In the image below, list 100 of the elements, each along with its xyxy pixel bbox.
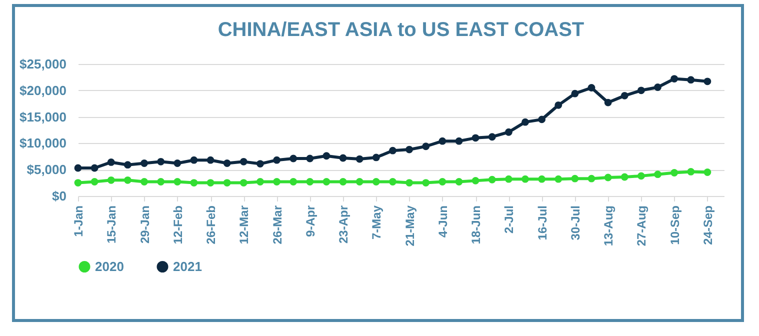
legend-label: 2021 xyxy=(173,258,202,274)
point xyxy=(406,146,413,154)
point xyxy=(488,176,496,184)
x-tick-label: 21-May xyxy=(402,205,417,246)
point xyxy=(670,75,678,82)
point xyxy=(124,176,132,184)
y-tick-label: $20,000 xyxy=(20,82,66,98)
point xyxy=(107,158,115,166)
point xyxy=(223,160,231,167)
point xyxy=(389,178,396,186)
point xyxy=(290,178,298,186)
point xyxy=(455,137,463,145)
point xyxy=(522,118,529,126)
point xyxy=(588,84,596,92)
point xyxy=(504,128,512,136)
y-tick-label: $15,000 xyxy=(20,109,66,124)
point xyxy=(356,178,364,186)
point xyxy=(538,175,546,183)
x-tick-label: 13-Aug xyxy=(602,206,616,246)
x-tick-label: 16-Jul xyxy=(535,206,550,240)
point xyxy=(455,178,463,186)
point xyxy=(74,164,82,172)
point xyxy=(422,179,430,186)
point xyxy=(704,78,712,86)
x-tick-label: 30-Jul xyxy=(568,206,582,240)
x-tick-label: 23-Apr xyxy=(336,205,351,244)
point xyxy=(306,178,314,186)
point xyxy=(206,156,214,164)
x-tick-label: 12-Mar xyxy=(237,205,252,244)
point xyxy=(637,172,645,180)
chart-title: CHINA/EAST ASIA to US EAST COAST xyxy=(218,19,584,41)
point xyxy=(522,175,529,183)
x-tick-label: 24-Sep xyxy=(700,206,715,245)
point xyxy=(157,158,165,166)
point xyxy=(620,173,628,181)
point xyxy=(704,168,712,176)
point xyxy=(140,160,148,167)
point xyxy=(438,137,446,145)
point xyxy=(290,154,298,162)
point xyxy=(504,175,512,183)
point xyxy=(140,178,148,186)
point xyxy=(571,174,579,182)
x-tick-label: 18-Jun xyxy=(469,206,484,244)
point xyxy=(422,142,430,150)
y-tick-label: $10,000 xyxy=(20,136,66,151)
x-tick-label: 29-Jan xyxy=(138,206,152,244)
point xyxy=(654,170,662,178)
point xyxy=(256,178,264,186)
x-tick-label: 4-Jun xyxy=(436,206,450,238)
point xyxy=(554,175,562,183)
y-tick-label: $5,000 xyxy=(26,162,66,178)
point xyxy=(472,176,480,184)
point xyxy=(74,179,82,186)
x-tick-label: 10-Sep xyxy=(668,206,682,245)
point xyxy=(588,174,596,182)
point xyxy=(339,154,347,162)
point xyxy=(372,178,380,186)
x-tick-label: 7-May xyxy=(370,205,384,240)
x-tick-label: 26-Feb xyxy=(204,206,218,244)
point xyxy=(240,179,248,186)
point xyxy=(637,86,645,94)
x-tick-label: 9-Apr xyxy=(303,205,318,237)
point xyxy=(223,179,231,186)
x-tick-label: 2-Jul xyxy=(502,206,516,234)
point xyxy=(438,178,446,186)
point xyxy=(174,160,182,167)
point xyxy=(687,76,695,84)
point xyxy=(273,156,280,164)
point xyxy=(554,101,562,109)
point xyxy=(654,84,662,91)
point xyxy=(174,178,182,186)
point xyxy=(488,133,496,141)
x-tick-label: 26-Mar xyxy=(270,205,284,244)
point xyxy=(670,169,678,176)
point xyxy=(687,168,695,176)
point xyxy=(273,178,280,186)
point xyxy=(389,146,396,154)
x-tick-label: 1-Jan xyxy=(72,206,86,237)
point xyxy=(90,178,98,186)
point xyxy=(240,158,248,166)
point xyxy=(322,152,330,160)
x-tick-label: 15-Jan xyxy=(104,206,119,244)
y-tick-label: $25,000 xyxy=(20,56,66,72)
point xyxy=(339,178,347,186)
point xyxy=(620,92,628,100)
point xyxy=(190,156,198,164)
point xyxy=(157,178,165,186)
point xyxy=(406,179,413,186)
point xyxy=(90,164,98,172)
point xyxy=(571,90,579,98)
point xyxy=(372,154,380,162)
point xyxy=(356,155,364,163)
point xyxy=(206,179,214,186)
legend-label: 2020 xyxy=(95,258,124,274)
point xyxy=(472,134,480,142)
point xyxy=(306,154,314,162)
y-tick-label: $0 xyxy=(52,188,66,204)
point xyxy=(256,160,264,168)
point xyxy=(538,116,546,124)
point xyxy=(322,178,330,186)
